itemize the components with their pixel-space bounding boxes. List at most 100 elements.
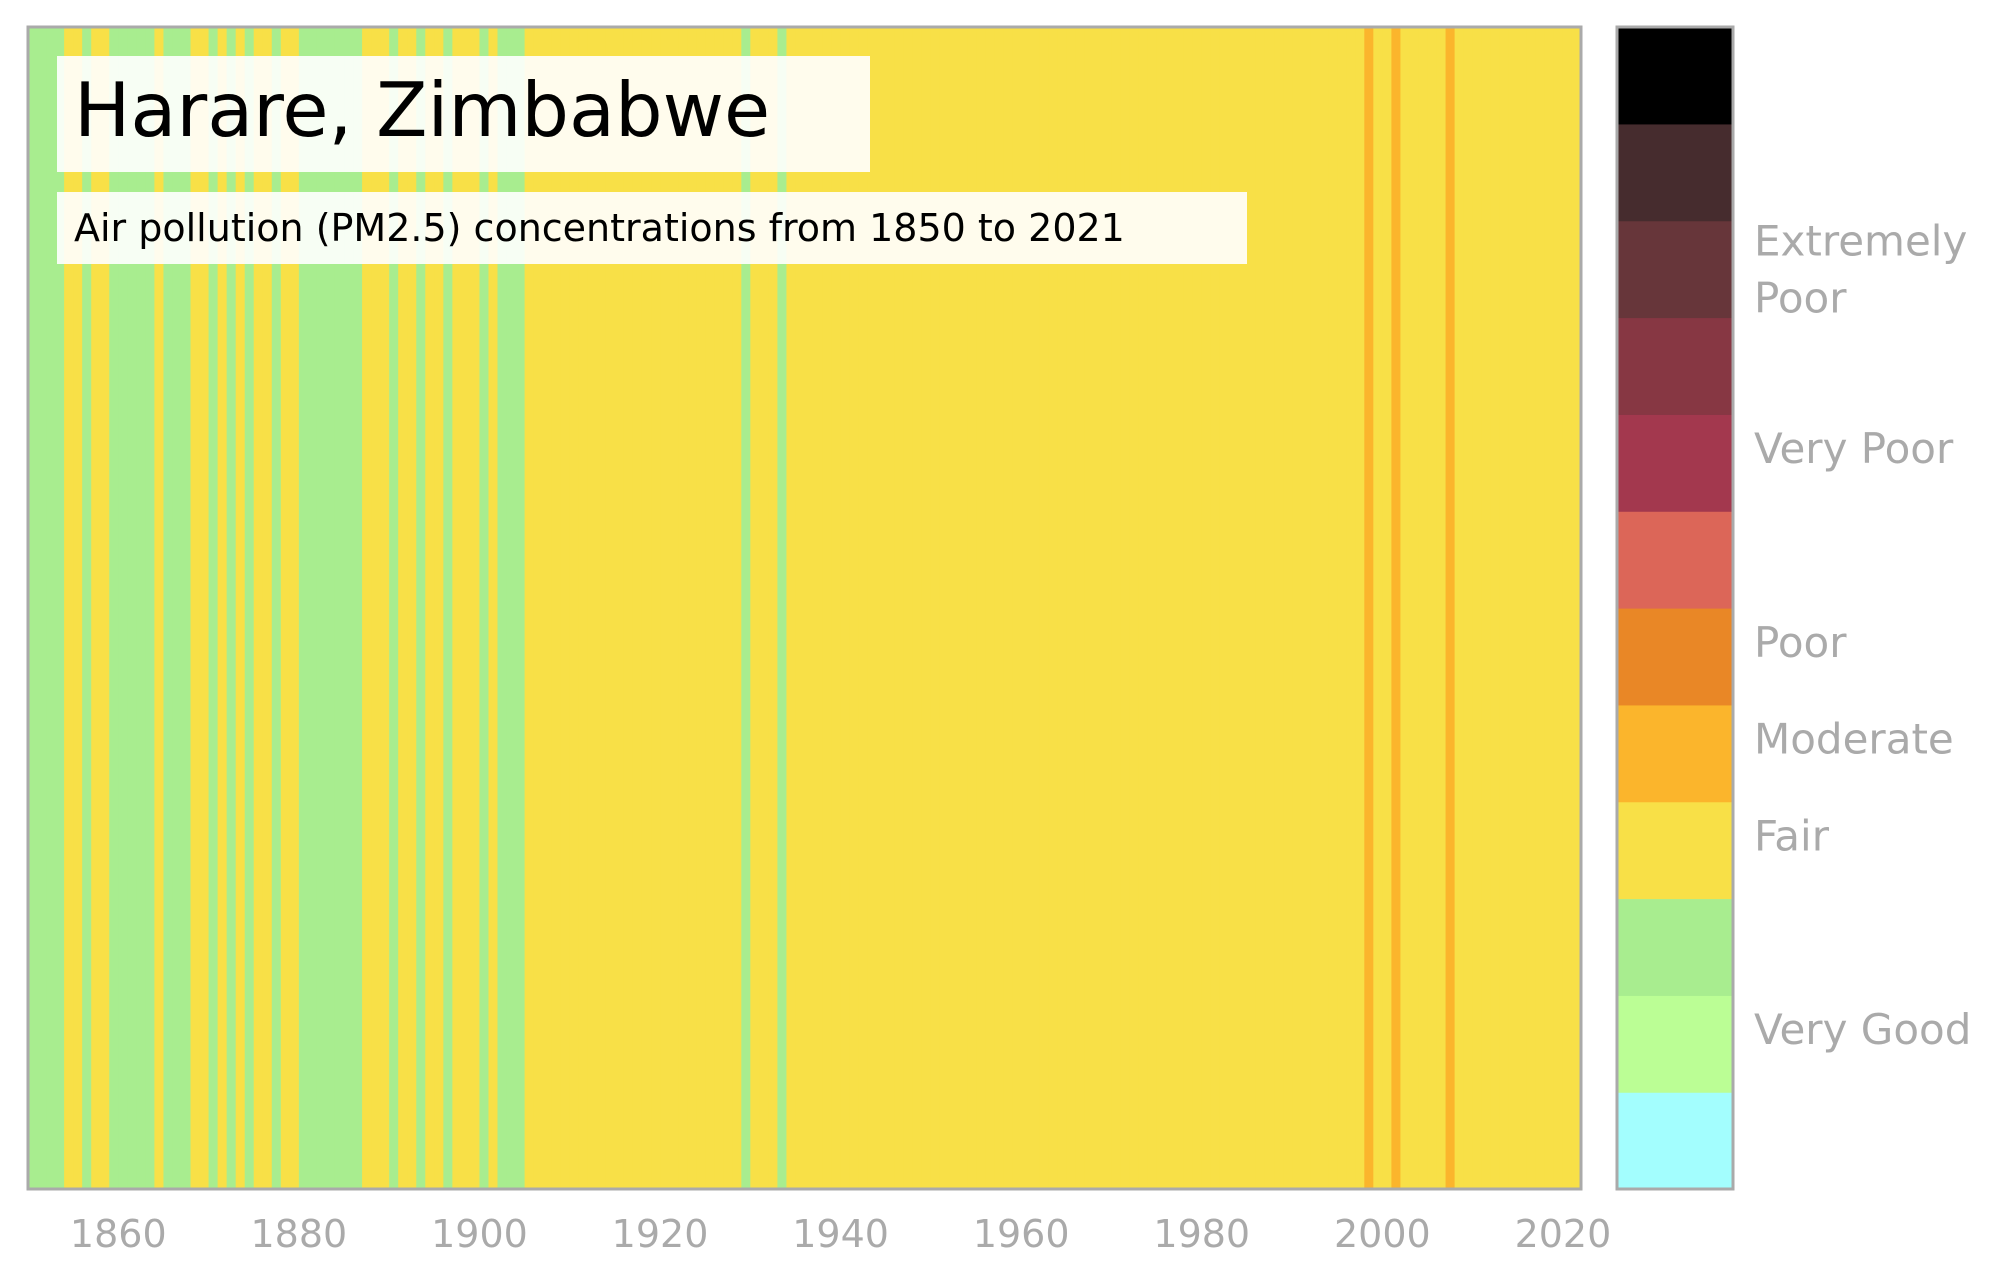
colorbar-label: Very Good (1754, 1005, 1971, 1054)
year-stripe-1858 (100, 27, 110, 1189)
year-stripe-1908 (551, 27, 562, 1189)
year-stripe-1923 (687, 27, 697, 1189)
year-stripe-1946 (894, 27, 905, 1189)
year-stripe-2000 (1382, 27, 1392, 1189)
year-stripe-1857 (91, 27, 101, 1189)
year-stripe-1940 (840, 27, 851, 1189)
year-stripe-1894 (425, 27, 435, 1189)
year-stripe-1925 (705, 27, 715, 1189)
x-tick-label: 1960 (973, 1212, 1070, 1256)
year-stripe-1964 (1057, 27, 1067, 1189)
year-stripe-2003 (1409, 27, 1420, 1189)
year-stripe-1866 (172, 27, 183, 1189)
year-stripe-2005 (1427, 27, 1438, 1189)
year-stripe-1864 (154, 27, 165, 1189)
year-stripe-1955 (976, 27, 986, 1189)
year-stripe-1943 (867, 27, 878, 1189)
year-stripe-1860 (118, 27, 128, 1189)
year-stripe-1900 (479, 27, 490, 1189)
year-stripe-1938 (822, 27, 833, 1189)
year-stripe-1901 (488, 27, 499, 1189)
year-stripe-1865 (163, 27, 174, 1189)
year-stripe-1952 (948, 27, 959, 1189)
year-stripe-1911 (578, 27, 589, 1189)
colorbar-segment-2 (1617, 898, 1733, 996)
colorbar-label: Fair (1754, 812, 1830, 861)
year-stripe-1921 (669, 27, 679, 1189)
year-stripe-1854 (64, 27, 74, 1189)
colorbar-segment-8 (1617, 317, 1733, 415)
year-stripe-1867 (181, 27, 192, 1189)
colorbar-segment-5 (1617, 608, 1733, 706)
colorbar-label: Poor (1754, 618, 1847, 667)
year-stripe-1935 (795, 27, 806, 1189)
year-stripe-1986 (1255, 27, 1266, 1189)
year-stripe-1988 (1274, 27, 1284, 1189)
year-stripe-1881 (307, 27, 318, 1189)
year-stripe-2015 (1517, 27, 1528, 1189)
colorbar-segment-9 (1617, 220, 1733, 319)
year-stripe-2006 (1436, 27, 1447, 1189)
colorbar-label: Extremely Poor (1754, 217, 1967, 323)
year-stripe-1968 (1093, 27, 1104, 1189)
year-stripe-1990 (1292, 27, 1302, 1189)
year-stripe-1903 (506, 27, 517, 1189)
year-stripe-1855 (73, 27, 83, 1189)
year-stripe-2019 (1553, 27, 1564, 1189)
year-stripe-1920 (660, 27, 670, 1189)
year-stripe-1965 (1066, 27, 1076, 1189)
colorbar-segment-11 (1617, 27, 1733, 125)
year-stripe-1967 (1084, 27, 1095, 1189)
colorbar-segment-1 (1617, 995, 1733, 1093)
year-stripe-1926 (714, 27, 724, 1189)
year-stripe-2020 (1562, 27, 1573, 1189)
year-stripe-2001 (1391, 27, 1402, 1189)
year-stripe-1998 (1364, 27, 1374, 1189)
year-stripe-1931 (759, 27, 769, 1189)
year-stripe-2011 (1481, 27, 1492, 1189)
year-stripe-1877 (271, 27, 282, 1189)
year-stripe-2017 (1535, 27, 1546, 1189)
year-stripe-1987 (1264, 27, 1275, 1189)
year-stripe-1904 (515, 27, 526, 1189)
year-stripe-1924 (696, 27, 706, 1189)
stripes-layer (28, 27, 1582, 1189)
year-stripe-1989 (1283, 27, 1293, 1189)
year-stripe-1863 (145, 27, 156, 1189)
colorbar-label: Moderate (1754, 715, 1954, 764)
year-stripe-1979 (1192, 27, 1203, 1189)
year-stripe-1976 (1165, 27, 1176, 1189)
year-stripe-1897 (452, 27, 462, 1189)
year-stripe-1982 (1219, 27, 1230, 1189)
year-stripe-1917 (632, 27, 643, 1189)
year-stripe-1884 (334, 27, 345, 1189)
year-stripe-1963 (1048, 27, 1058, 1189)
year-stripe-1918 (641, 27, 652, 1189)
year-stripe-1958 (1003, 27, 1013, 1189)
year-stripe-1916 (623, 27, 634, 1189)
year-stripe-2004 (1418, 27, 1429, 1189)
year-stripe-2018 (1544, 27, 1555, 1189)
year-stripe-1876 (262, 27, 273, 1189)
year-stripe-1983 (1228, 27, 1239, 1189)
year-stripe-1912 (587, 27, 598, 1189)
year-stripe-1960 (1021, 27, 1031, 1189)
year-stripe-1905 (524, 27, 535, 1189)
year-stripe-1899 (470, 27, 481, 1189)
year-stripe-1885 (344, 27, 354, 1189)
x-tick-label: 2020 (1515, 1212, 1612, 1256)
year-stripe-1956 (985, 27, 995, 1189)
x-tick-label: 1860 (70, 1212, 167, 1256)
year-stripe-1970 (1111, 27, 1122, 1189)
year-stripe-1850 (28, 27, 38, 1189)
year-stripe-1909 (560, 27, 571, 1189)
year-stripe-1910 (569, 27, 580, 1189)
year-stripe-1944 (876, 27, 887, 1189)
year-stripe-2013 (1499, 27, 1510, 1189)
year-stripe-1891 (398, 27, 408, 1189)
year-stripe-1948 (912, 27, 923, 1189)
year-stripe-1862 (136, 27, 146, 1189)
year-stripe-1893 (416, 27, 426, 1189)
year-stripe-1947 (903, 27, 914, 1189)
year-stripe-1936 (804, 27, 815, 1189)
